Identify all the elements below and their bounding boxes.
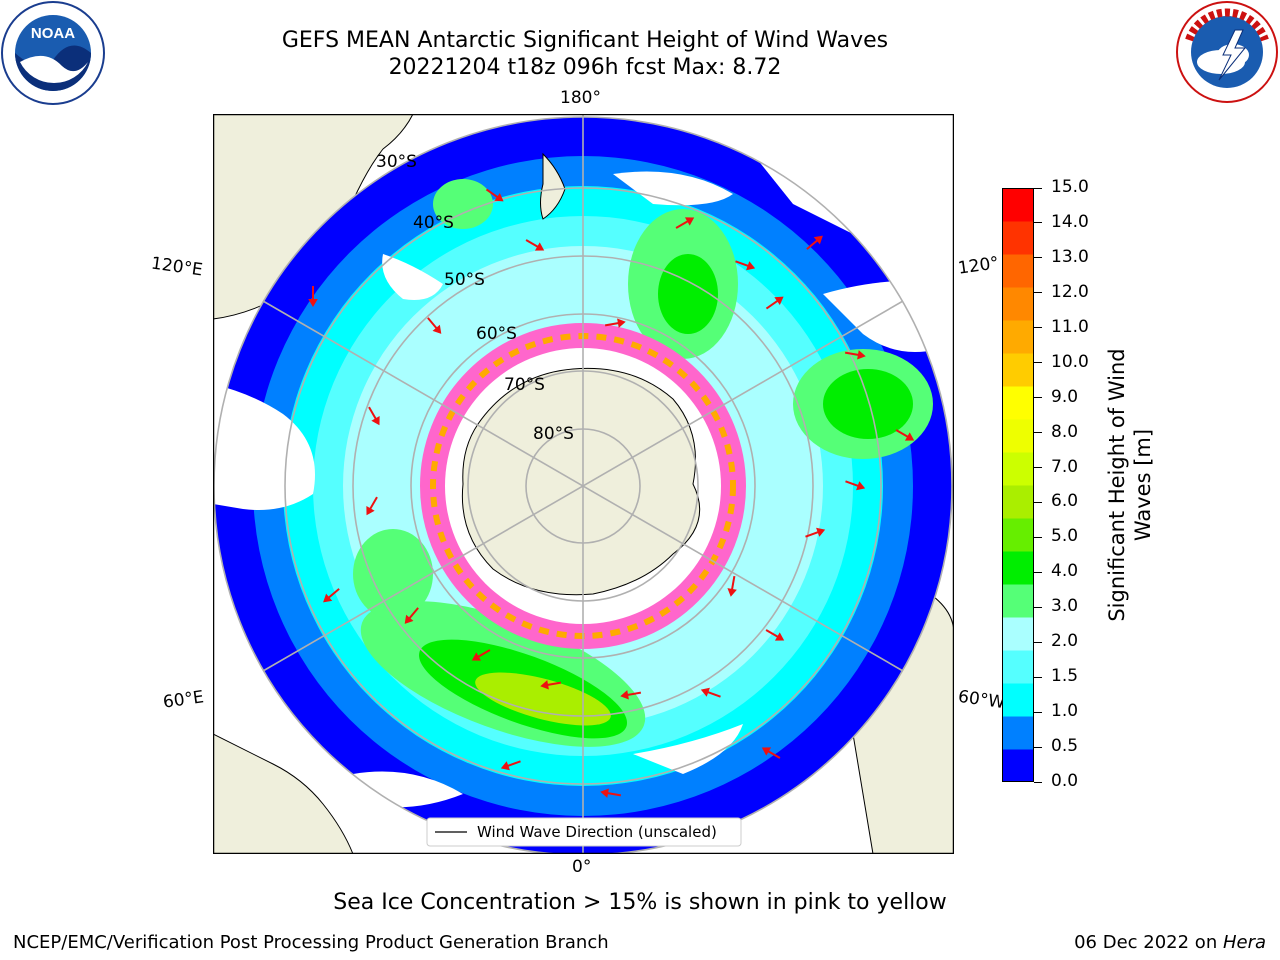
colorbar-tick-label: 14.0: [1051, 211, 1089, 232]
colorbar-tick-label: 2.0: [1051, 631, 1079, 652]
colorbar-tick-mark: [1034, 362, 1042, 364]
lat-label-50s: 50°S: [444, 270, 485, 290]
lat-label-70s: 70°S: [504, 375, 545, 395]
footer-producer: NCEP/EMC/Verification Post Processing Pr…: [13, 932, 609, 953]
colorbar-bar: [1002, 188, 1034, 783]
lat-label-40s: 40°S: [413, 213, 454, 233]
colorbar-tick-mark: [1034, 327, 1042, 329]
colorbar-segment: [1002, 353, 1034, 387]
colorbar-tick-label: 3.0: [1051, 596, 1079, 617]
colorbar-segment: [1002, 518, 1034, 552]
colorbar-tick-label: 5.0: [1051, 526, 1079, 547]
colorbar-segment: [1002, 320, 1034, 354]
colorbar-tick-mark: [1034, 257, 1042, 259]
colorbar-segment: [1002, 254, 1034, 288]
lat-label-80s: 80°S: [533, 424, 574, 444]
colorbar-segment: [1002, 485, 1034, 519]
colorbar-tick-label: 4.0: [1051, 561, 1079, 582]
footer-date-prefix: 06 Dec 2022 on: [1074, 932, 1223, 953]
lon-label-top: 180°: [560, 88, 601, 108]
colorbar-tick-mark: [1034, 187, 1042, 189]
chart-subtitle-run: 20221204 t18z 096h fcst Max: 8.72: [388, 55, 782, 80]
colorbar-tick-mark: [1034, 432, 1042, 434]
africa-land: [213, 733, 354, 854]
lon-label-left-lower: 60°E: [161, 687, 206, 713]
colorbar-tick-label: 9.0: [1051, 386, 1079, 407]
lat-label-30s: 30°S: [376, 152, 417, 172]
footer-host: Hera: [1222, 932, 1266, 953]
colorbar: [1002, 188, 1034, 786]
colorbar-segment: [1002, 452, 1034, 486]
colorbar-tick-mark: [1034, 676, 1042, 678]
colorbar-segment: [1002, 683, 1034, 717]
colorbar-tick-label: 1.0: [1051, 701, 1079, 722]
colorbar-segment: [1002, 419, 1034, 453]
lon-label-right-lower: 60°W: [956, 686, 1007, 714]
colorbar-tick-mark: [1034, 641, 1042, 643]
lon-label-left-upper: 120°E: [149, 253, 204, 281]
chart-title: GEFS MEAN Antarctic Significant Height o…: [281, 28, 889, 53]
colorbar-segment: [1002, 584, 1034, 618]
colorbar-tick-label: 12.0: [1051, 281, 1089, 302]
map-canvas: Wind Wave Direction (unscaled): [212, 113, 955, 855]
colorbar-tick-mark: [1034, 467, 1042, 469]
colorbar-tick-label: 0.5: [1051, 736, 1079, 757]
antarctica-land: [461, 367, 701, 596]
colorbar-tick-label: 8.0: [1051, 421, 1079, 442]
colorbar-label: Significant Height of Wind Waves [m]: [1105, 348, 1155, 622]
colorbar-tick-label: 1.5: [1051, 666, 1079, 687]
lon-label-bottom: 0°: [572, 857, 592, 877]
new-zealand-land: [540, 152, 566, 220]
colorbar-tick-mark: [1034, 501, 1042, 503]
colorbar-tick-label: 6.0: [1051, 491, 1079, 512]
colorbar-tick-mark: [1034, 606, 1042, 608]
colorbar-tick-label: 0.0: [1051, 771, 1079, 791]
colorbar-segment: [1002, 617, 1034, 651]
colorbar-border: [1002, 188, 1034, 782]
colorbar-tick-mark: [1034, 781, 1042, 783]
colorbar-segment: [1002, 386, 1034, 420]
colorbar-segment: [1002, 221, 1034, 255]
colorbar-segment: [1002, 551, 1034, 585]
colorbar-tick-label: 11.0: [1051, 316, 1089, 337]
colorbar-tick-mark: [1034, 222, 1042, 224]
colorbar-tick-label: 15.0: [1051, 177, 1089, 197]
polar-map: Wind Wave Direction (unscaled): [212, 113, 955, 855]
colorbar-tick-label: 7.0: [1051, 456, 1079, 477]
colorbar-segment: [1002, 188, 1034, 222]
colorbar-tick-mark: [1034, 536, 1042, 538]
noaa-logo-icon: NOAA: [1, 1, 105, 105]
colorbar-tick-mark: [1034, 292, 1042, 294]
noaa-logo-text: NOAA: [31, 25, 75, 42]
sea-ice-note: Sea Ice Concentration > 15% is shown in …: [333, 890, 947, 915]
colorbar-tick-mark: [1034, 746, 1042, 748]
lon-label-right-upper: 120°: [956, 253, 1001, 279]
colorbar-tick-mark: [1034, 571, 1042, 573]
colorbar-segment: [1002, 650, 1034, 684]
map-legend: Wind Wave Direction (unscaled): [426, 817, 742, 847]
colorbar-tick-label: 10.0: [1051, 351, 1089, 372]
colorbar-tick-label: 13.0: [1051, 246, 1089, 267]
graticule: [213, 114, 953, 854]
colorbar-segment: [1002, 749, 1034, 783]
colorbar-segment: [1002, 716, 1034, 750]
wind-wave-arrows: [308, 188, 915, 798]
colorbar-tick-mark: [1034, 711, 1042, 713]
lat-label-60s: 60°S: [476, 324, 517, 344]
colorbar-segment: [1002, 287, 1034, 321]
colorbar-tick-mark: [1034, 397, 1042, 399]
legend-label: Wind Wave Direction (unscaled): [477, 823, 717, 841]
footer-date: 06 Dec 2022 on Hera: [1074, 932, 1266, 953]
nws-logo-icon: [1176, 1, 1278, 103]
